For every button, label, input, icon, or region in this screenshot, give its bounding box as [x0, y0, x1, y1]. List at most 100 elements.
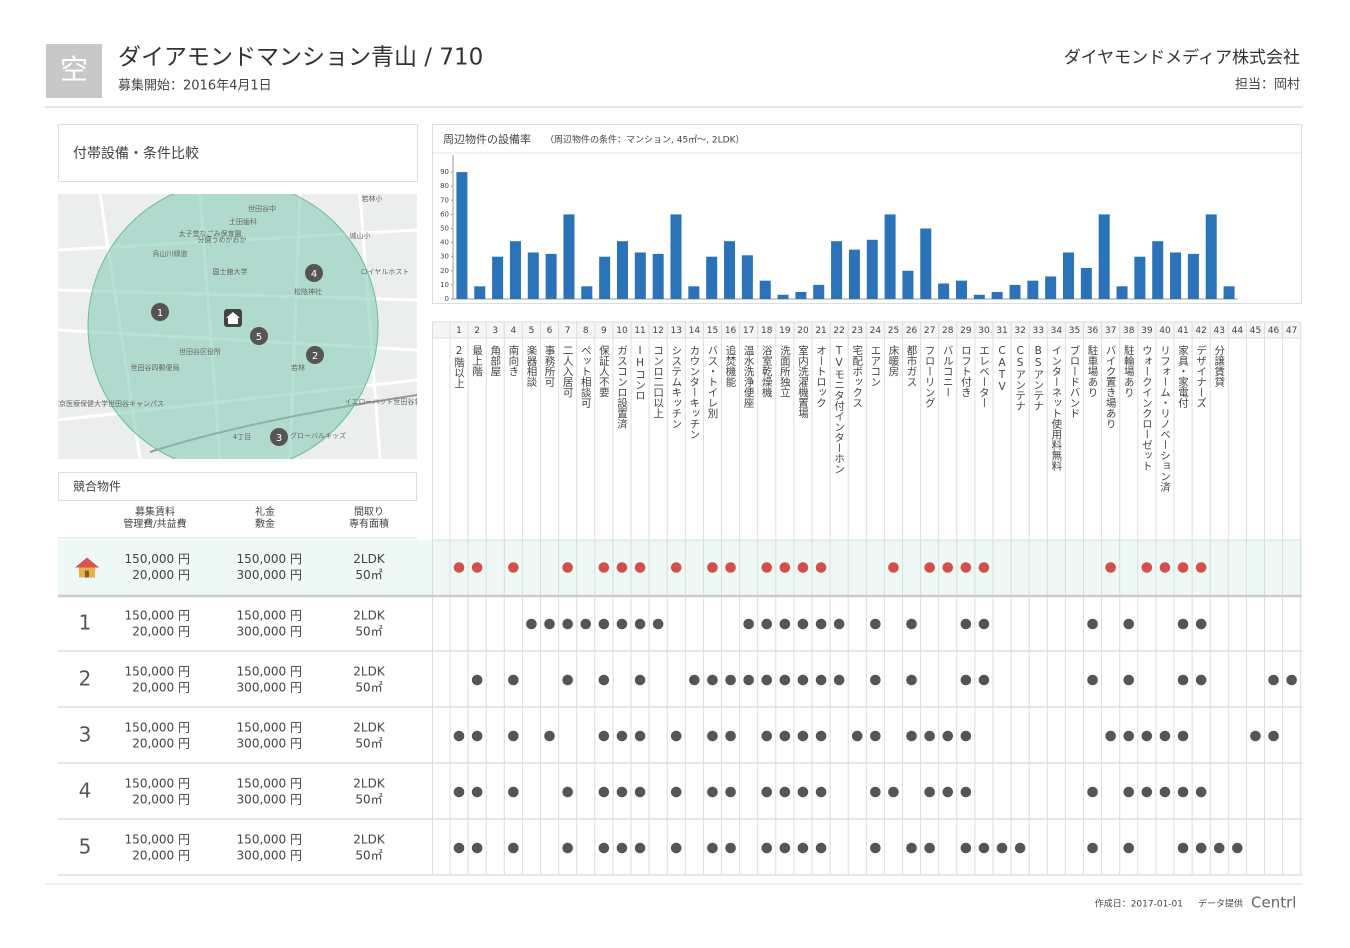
feature-number: 6 [547, 326, 553, 336]
bar [545, 253, 557, 299]
row-fee: 20,000 円 [132, 681, 190, 695]
feature-dot [815, 674, 827, 686]
feature-number: 18 [761, 326, 773, 336]
feature-dot [616, 562, 628, 573]
row-deposit: 300,000 円 [237, 849, 302, 863]
feature-dot [761, 618, 773, 630]
map-label: 城山小 [350, 231, 371, 240]
feature-dot [797, 562, 809, 573]
bar [688, 286, 700, 299]
row-deposit: 300,000 円 [237, 737, 302, 751]
own-icon-roof [75, 557, 99, 568]
map-marker [151, 303, 169, 321]
row-layout: 2LDK [353, 552, 386, 566]
bar [652, 253, 664, 299]
section-box [58, 472, 417, 501]
row-rent: 150,000 円 [125, 777, 190, 791]
bar [848, 249, 860, 299]
bar [456, 172, 468, 299]
chart-title: 周辺物件の設備率 [443, 132, 531, 146]
feature-dot [544, 618, 555, 630]
feature-dot [1123, 618, 1135, 630]
section-title: 付帯設備・条件比較 [73, 145, 199, 162]
row-fee: 20,000 円 [132, 625, 190, 639]
feature-dot [1087, 786, 1098, 798]
bar [492, 256, 504, 299]
map-marker [250, 327, 268, 345]
feature-name: 角部屋 [489, 345, 501, 377]
feature-name: 追焚機能 [725, 344, 737, 388]
feature-number: 31 [996, 326, 1007, 336]
bar [1098, 214, 1110, 299]
feature-number: 22 [833, 326, 844, 336]
feature-dot [508, 562, 519, 573]
own-icon-door [85, 570, 89, 578]
feature-name: ガスコンロ設置済 [616, 345, 628, 430]
bar [670, 214, 682, 299]
feature-dot [598, 730, 610, 742]
feature-dot [978, 562, 990, 573]
feature-dot [471, 730, 483, 742]
feature-dot [634, 730, 646, 742]
feature-dot [1195, 842, 1207, 854]
feature-number: 9 [601, 326, 607, 336]
feature-dot [761, 730, 773, 742]
map-label: 若林 [291, 363, 305, 372]
feature-dot [779, 786, 791, 798]
feature-dot [670, 562, 682, 573]
feature-dot [453, 562, 465, 573]
row-layout: 2LDK [353, 777, 386, 791]
map-label: 松陰神社 [294, 287, 322, 296]
bar [616, 241, 628, 299]
row-number: 3 [79, 723, 92, 747]
feature-dot [1286, 674, 1297, 686]
feature-dot [1123, 730, 1135, 742]
feature-name: エアコン [869, 345, 881, 387]
feature-name: フローリング [924, 345, 936, 408]
row-rent: 150,000 円 [125, 833, 190, 847]
y-tick-label: 60 [440, 210, 449, 218]
feature-dot [1195, 562, 1207, 573]
feature-name: TVモニタ付インターホン [833, 345, 845, 474]
feature-dot [833, 618, 845, 630]
feature-number: 12 [652, 326, 663, 336]
feature-name: カウンターキッチン [688, 345, 700, 440]
bar [1080, 267, 1092, 299]
row-number: 1 [79, 611, 92, 635]
feature-name: バイク置き場あり [1105, 345, 1117, 429]
feature-name: 二人入居可 [562, 345, 574, 398]
feature-dot [562, 618, 573, 630]
feature-name: バス・トイレ別 [706, 345, 718, 419]
row-key_money: 150,000 円 [237, 721, 302, 735]
bar [759, 280, 771, 299]
map-marker-label: 2 [312, 351, 318, 362]
row-key_money: 150,000 円 [237, 665, 302, 679]
feature-dot [797, 674, 809, 686]
row-rent: 150,000 円 [125, 665, 190, 679]
feature-name: IHコンロ [634, 345, 646, 401]
y-tick-label: 90 [440, 168, 449, 176]
feature-dot [1105, 730, 1116, 742]
feature-dot [960, 730, 972, 742]
y-tick-label: 10 [440, 281, 449, 289]
feature-dot [562, 842, 573, 854]
feature-name: ウォークインクローゼット [1141, 345, 1153, 471]
bar [1009, 284, 1021, 299]
y-tick-label: 30 [440, 253, 449, 261]
feature-dot [797, 618, 809, 630]
section-box [58, 124, 418, 182]
bar [563, 214, 575, 299]
feature-name: 楽器相談 [525, 344, 537, 388]
feature-dot [1177, 730, 1189, 742]
feature-dot [906, 842, 917, 854]
feature-dot [471, 842, 483, 854]
feature-number: 23 [852, 326, 863, 336]
map-label: 国士舘大学 [213, 267, 248, 276]
feature-number: 14 [689, 326, 701, 336]
feature-name: バルコニー [942, 345, 954, 398]
feature-dot [453, 842, 465, 854]
feature-dot [1213, 842, 1225, 854]
feature-name: コンロ二口以上 [652, 345, 664, 419]
feature-dot [996, 842, 1008, 854]
